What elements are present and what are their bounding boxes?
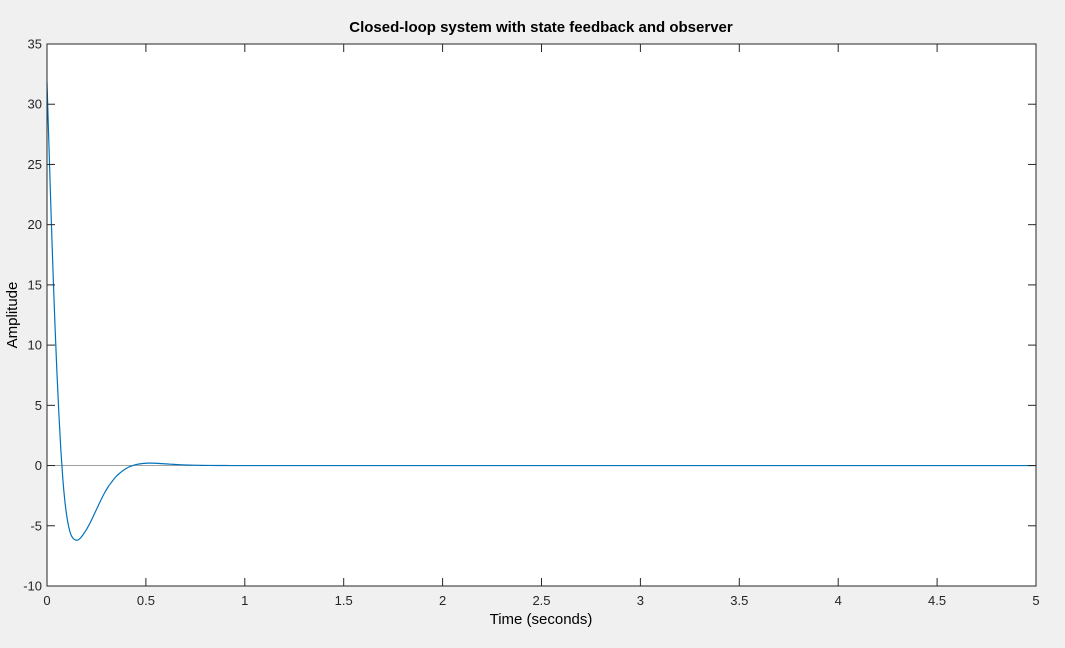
x-tick-label: 3 xyxy=(637,593,644,608)
y-tick-label: 15 xyxy=(28,277,42,292)
series-line xyxy=(46,82,1036,541)
y-axis-label: Amplitude xyxy=(4,282,21,349)
axes-background xyxy=(47,44,1036,586)
y-tick-label: 25 xyxy=(28,157,42,172)
y-tick-label: 0 xyxy=(35,458,42,473)
x-tick-label: 1.5 xyxy=(335,593,353,608)
y-tick-label: 35 xyxy=(28,37,42,52)
chart-title: Closed-loop system with state feedback a… xyxy=(349,19,733,36)
y-tick-label: 10 xyxy=(28,338,42,353)
series-layer xyxy=(46,82,1036,541)
x-tick-label: 0 xyxy=(43,593,50,608)
x-tick-label: 4.5 xyxy=(928,593,946,608)
y-tick-label: -5 xyxy=(30,518,42,533)
x-tick-label: 4 xyxy=(835,593,842,608)
y-tick-label: 5 xyxy=(35,398,42,413)
y-tick-label: -10 xyxy=(23,579,42,594)
x-tick-label: 0.5 xyxy=(137,593,155,608)
x-axis-label: Time (seconds) xyxy=(490,611,593,628)
x-tick-label: 2.5 xyxy=(532,593,550,608)
y-ticks: -10 -5 0 5 10 15 20 25 30 35 xyxy=(23,37,1036,594)
x-tick-label: 3.5 xyxy=(730,593,748,608)
x-ticks: 0 0.5 1 1.5 2 2.5 3 3.5 4 4.5 5 xyxy=(43,44,1040,608)
x-tick-label: 2 xyxy=(439,593,446,608)
x-tick-label: 1 xyxy=(241,593,248,608)
x-tick-label: 5 xyxy=(1032,593,1039,608)
y-tick-label: 30 xyxy=(28,97,42,112)
y-tick-label: 20 xyxy=(28,217,42,232)
